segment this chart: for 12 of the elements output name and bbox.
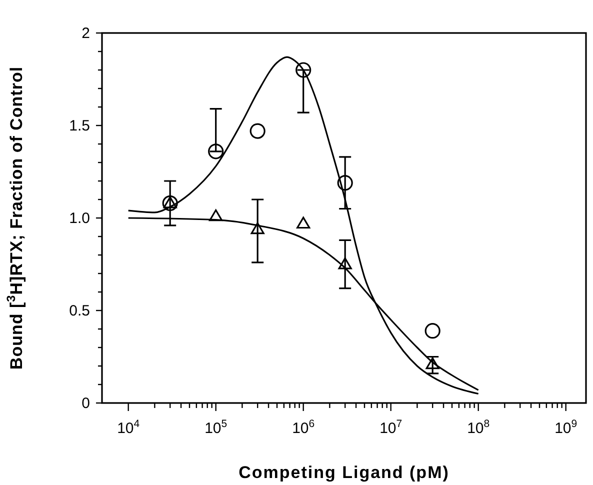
x-tick-label: 10$^{8}$ xyxy=(467,418,490,437)
y-tick-label: 1.5 xyxy=(69,118,90,134)
y-tick-label: 2 xyxy=(82,25,90,42)
x-tick-label: 10$^{4}$ xyxy=(117,418,140,437)
y-tick-label: 1.0 xyxy=(69,210,90,227)
x-axis-title: Competing Ligand (pM) xyxy=(238,463,450,482)
x-tick-label: 10$^{9}$ xyxy=(554,418,578,437)
x-tick-label: 10$^{7}$ xyxy=(380,418,402,437)
x-tick-label: 10$^{5}$ xyxy=(204,418,228,437)
y-tick-label: 0.5 xyxy=(69,302,90,320)
x-tick-label: 10$^{6}$ xyxy=(292,418,315,437)
y-tick-label: 0 xyxy=(82,395,90,412)
